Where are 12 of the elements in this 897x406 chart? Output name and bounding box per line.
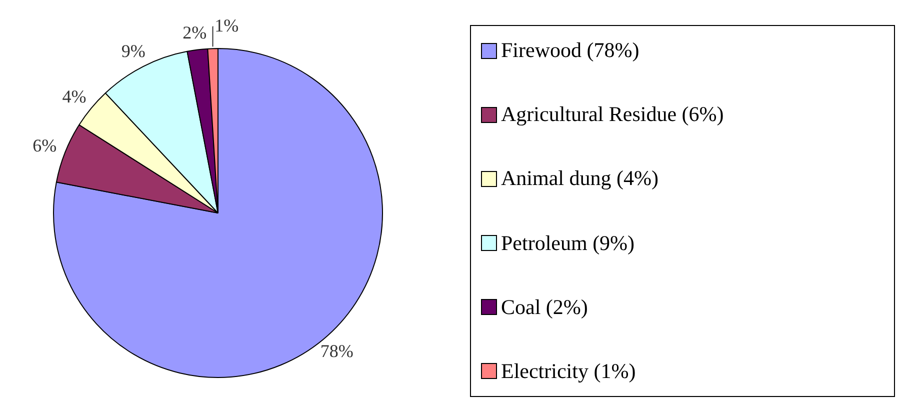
legend-label: Coal (2%)	[501, 294, 588, 320]
legend-label: Petroleum (9%)	[501, 230, 635, 256]
data-label: 4%	[62, 86, 86, 107]
data-label: 9%	[121, 40, 146, 61]
legend-label: Firewood (78%)	[501, 38, 640, 63]
legend-label: Agricultural Residue (6%)	[501, 102, 724, 128]
data-label: 2%	[182, 22, 207, 43]
data-label: 78%	[320, 340, 354, 361]
data-label: 6%	[32, 135, 57, 156]
legend-label: Animal dung (4%)	[501, 166, 658, 192]
data-label: 1%	[214, 15, 239, 36]
legend-label: Electricity (1%)	[501, 358, 636, 384]
